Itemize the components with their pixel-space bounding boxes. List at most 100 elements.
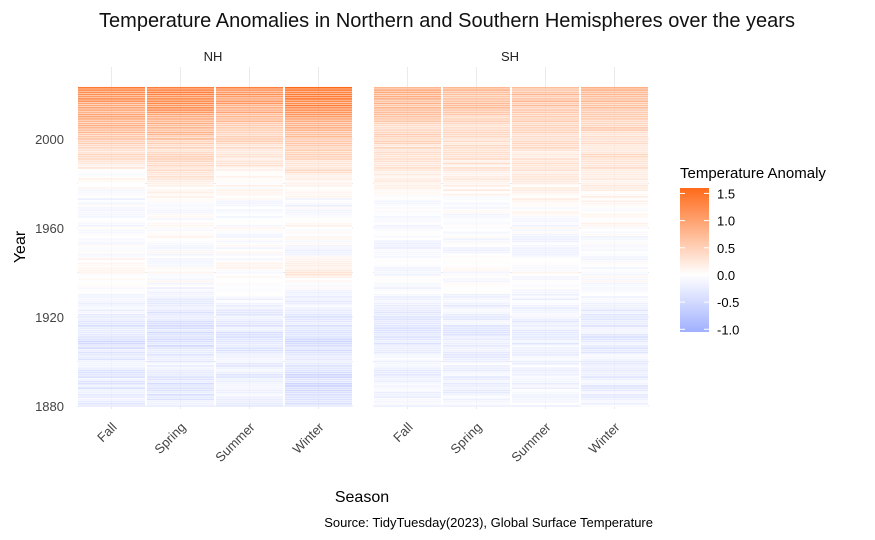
heatmap-cell (216, 129, 283, 131)
heatmap-cell (285, 338, 352, 341)
heatmap-cell (147, 333, 214, 336)
heatmap-cell (285, 102, 352, 105)
heatmap-cell (512, 93, 579, 96)
heatmap-cell (512, 327, 579, 329)
heatmap-cell (147, 282, 214, 285)
heatmap-cell (147, 216, 214, 218)
heatmap-cell (285, 91, 352, 94)
heatmap-cell (374, 202, 441, 205)
heatmap-cell (78, 106, 145, 109)
heatmap-cell (78, 349, 145, 352)
heatmap-cell (216, 211, 283, 214)
heatmap-cell (443, 340, 510, 343)
heatmap-cell (374, 360, 441, 363)
heatmap-cell (512, 291, 579, 294)
heatmap-cell (581, 93, 648, 96)
heatmap-cell (285, 133, 352, 136)
heatmap-cell (147, 86, 214, 89)
heatmap-cell (581, 276, 648, 278)
heatmap-cell (216, 182, 283, 185)
heatmap-cell (78, 211, 145, 214)
heatmap-cell (78, 387, 145, 390)
heatmap-cell (147, 262, 214, 265)
heatmap-cell (443, 129, 510, 131)
heatmap-cell (443, 385, 510, 387)
heatmap-cell (374, 376, 441, 378)
heatmap-cell (581, 380, 648, 383)
heatmap-cell (581, 311, 648, 314)
heatmap-cell (78, 227, 145, 229)
heatmap-cell (78, 187, 145, 189)
heatmap-cell (285, 164, 352, 167)
heatmap-cell (443, 333, 510, 336)
heatmap-cell (512, 387, 579, 390)
heatmap-cell (78, 222, 145, 225)
heatmap-cell (374, 402, 441, 405)
heatmap-cell (147, 144, 214, 147)
heatmap-cell (512, 298, 579, 301)
y-tick-label: 2000 (35, 132, 64, 147)
heatmap-cell (285, 115, 352, 118)
heatmap-cell (443, 142, 510, 145)
heatmap-cell (78, 178, 145, 180)
heatmap-cell (374, 213, 441, 216)
heatmap-cell (216, 151, 283, 154)
heatmap-cell (78, 353, 145, 356)
heatmap-cell (443, 144, 510, 147)
heatmap-cell (78, 264, 145, 267)
heatmap-cell (285, 189, 352, 192)
heatmap-cell (581, 216, 648, 218)
heatmap-cell (374, 356, 441, 358)
heatmap-cell (147, 138, 214, 140)
heatmap-cell (374, 358, 441, 361)
heatmap-cell (374, 184, 441, 187)
heatmap-cell (285, 347, 352, 350)
heatmap-cell (216, 333, 283, 336)
heatmap-cell (443, 124, 510, 127)
heatmap-cell (374, 144, 441, 147)
heatmap-cell (443, 106, 510, 109)
heatmap-cell (147, 349, 214, 352)
heatmap-cell (443, 394, 510, 396)
heatmap-cell (512, 311, 579, 314)
heatmap-cell (581, 331, 648, 334)
heatmap-cell (147, 135, 214, 138)
heatmap-cell (78, 358, 145, 361)
heatmap-cell (374, 362, 441, 365)
heatmap-cell (216, 316, 283, 318)
heatmap-cell (216, 187, 283, 189)
heatmap-cell (78, 389, 145, 392)
heatmap-cell (78, 296, 145, 298)
heatmap-cell (443, 160, 510, 163)
heatmap-cell (374, 309, 441, 312)
heatmap-cell (285, 209, 352, 212)
heatmap-cell (443, 184, 510, 187)
heatmap-cell (512, 345, 579, 347)
heatmap-cell (581, 385, 648, 387)
heatmap-cell (216, 135, 283, 138)
heatmap-cell (285, 296, 352, 298)
heatmap-cell (78, 244, 145, 247)
heatmap-cell (581, 175, 648, 178)
heatmap-cell (285, 269, 352, 272)
heatmap-cell (512, 115, 579, 118)
heatmap-cell (443, 200, 510, 203)
heatmap-cell (374, 140, 441, 143)
heatmap-cell (581, 298, 648, 301)
heatmap-cell (216, 373, 283, 376)
heatmap-cell (216, 260, 283, 263)
heatmap-cell (285, 289, 352, 292)
heatmap-cell (78, 191, 145, 194)
heatmap-cell (374, 307, 441, 309)
heatmap-cell (443, 213, 510, 216)
heatmap-cell (216, 356, 283, 358)
heatmap-cell (374, 280, 441, 283)
heatmap-cell (512, 394, 579, 396)
heatmap-cell (512, 316, 579, 318)
heatmap-cell (581, 362, 648, 365)
heatmap-cell (78, 224, 145, 227)
heatmap-cell (512, 353, 579, 356)
heatmap-cell (581, 302, 648, 305)
heatmap-cell (78, 142, 145, 145)
heatmap-cell (285, 400, 352, 403)
